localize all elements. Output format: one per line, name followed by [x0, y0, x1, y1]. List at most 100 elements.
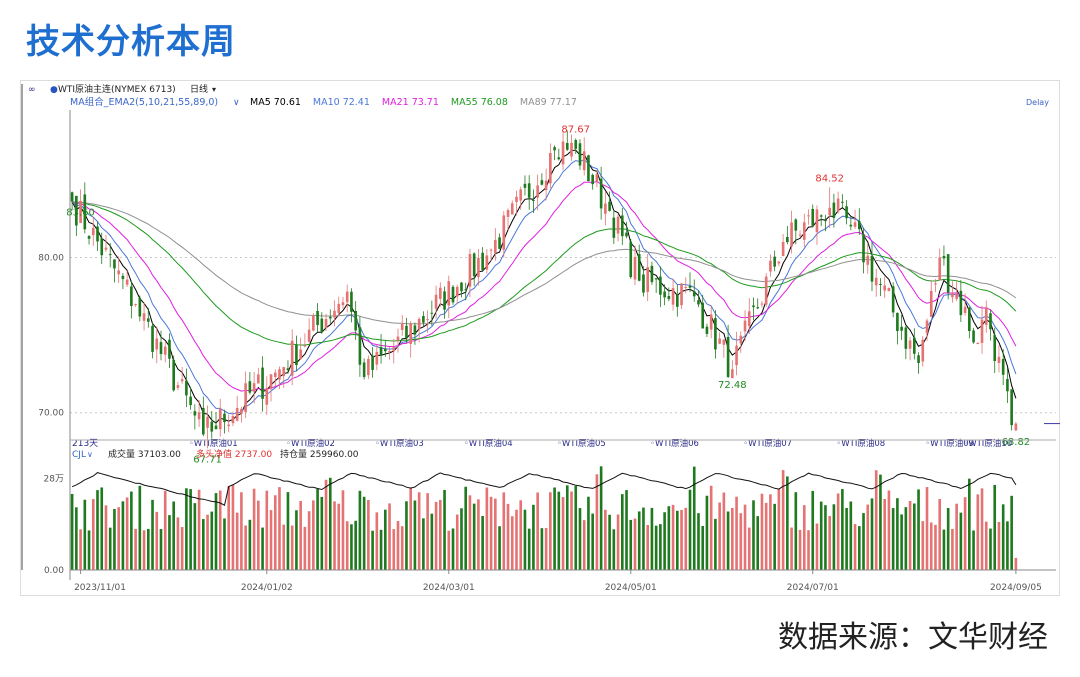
- x-tick-label: 2024/09/05: [990, 583, 1042, 593]
- chevron-down-icon[interactable]: ∨: [233, 98, 240, 108]
- volume-bar: [891, 508, 895, 570]
- candle-body: [629, 241, 633, 278]
- candle-body: [980, 319, 984, 343]
- candle-body: [595, 174, 599, 182]
- candle-body: [849, 224, 853, 227]
- candle-body: [811, 208, 815, 226]
- candle-body: [202, 407, 205, 435]
- volume-bar: [307, 511, 311, 570]
- chevron-down-icon[interactable]: ▾: [212, 85, 216, 94]
- volume-bar: [913, 503, 916, 570]
- chart-toolbar[interactable]: ∞ ● WTI原油主连(NYMEX 6713) 日线 ▾: [28, 83, 216, 95]
- volume-bar: [709, 485, 713, 570]
- chevron-down-icon[interactable]: ∨: [87, 450, 93, 459]
- candle-body: [938, 257, 942, 281]
- candle-body: [70, 192, 74, 202]
- volume-bar: [900, 514, 903, 570]
- volume-bar: [866, 504, 870, 570]
- candle-body: [587, 155, 590, 182]
- volume-bar: [273, 495, 277, 570]
- volume-bar: [206, 514, 209, 570]
- candle-body: [773, 256, 776, 267]
- contract-roll-tag: ◦WTI原油06: [650, 438, 699, 449]
- contract-selector[interactable]: WTI原油主连(NYMEX 6713): [58, 83, 176, 95]
- volume-bar: [841, 489, 844, 570]
- period-selector[interactable]: 日线: [190, 83, 208, 95]
- volume-bar: [257, 500, 260, 570]
- chart-panel[interactable]: ∞ ● WTI原油主连(NYMEX 6713) 日线 ▾ MA组合_EMA2(5…: [20, 80, 1060, 596]
- candle-body: [963, 306, 967, 314]
- volume-bar: [523, 509, 527, 570]
- volume-bar: [663, 512, 666, 570]
- contract-roll-tag: ◦WTI原油01: [189, 438, 238, 449]
- volume-bar: [544, 527, 548, 570]
- candle-body: [887, 288, 891, 292]
- volume-bar: [1014, 557, 1018, 570]
- candle-body: [718, 338, 721, 344]
- candle-body: [375, 351, 379, 365]
- volume-bar: [989, 528, 992, 570]
- volume-bar: [532, 504, 535, 570]
- ma21-line: [71, 181, 1017, 392]
- x-tick-label: 2024/03/01: [423, 583, 475, 593]
- price-extreme-label: 87.67: [561, 124, 590, 135]
- volume-bar: [142, 530, 146, 570]
- volume-bar: [1010, 495, 1013, 570]
- candle-body: [604, 203, 607, 214]
- volume-bar: [815, 523, 819, 570]
- candle-body: [155, 338, 159, 350]
- candle-body: [976, 342, 980, 344]
- candle-body: [997, 356, 1001, 364]
- volume-bar: [265, 490, 269, 570]
- x-tick-label: 2024/07/01: [787, 583, 839, 593]
- volume-bar: [519, 500, 523, 570]
- candle-body: [163, 346, 167, 355]
- volume-bar: [176, 517, 180, 570]
- volume-bar: [312, 500, 315, 570]
- ma-legend-item: MA10 72.41: [313, 97, 370, 108]
- candle-body: [324, 319, 328, 328]
- kline-chart-svg[interactable]: ∞ ● WTI原油主连(NYMEX 6713) 日线 ▾ MA组合_EMA2(5…: [20, 80, 1060, 596]
- link-icon[interactable]: ∞: [28, 85, 36, 95]
- candle-body: [223, 413, 226, 423]
- candle-body: [752, 305, 755, 308]
- volume-bar: [697, 513, 700, 570]
- candle-body: [388, 350, 391, 353]
- candle-body: [210, 421, 214, 432]
- candle-body: [502, 215, 506, 250]
- candle-body: [193, 411, 197, 416]
- volume-bar: [887, 490, 891, 570]
- candle-body: [642, 274, 645, 293]
- volume-bar: [769, 494, 772, 570]
- candle-body: [257, 374, 260, 384]
- volume-bar: [197, 489, 201, 570]
- volume-bar: [896, 498, 899, 570]
- volume-y-tick-label: 0.00: [44, 566, 64, 576]
- volume-bar: [333, 501, 336, 570]
- volume-bar: [439, 499, 442, 570]
- candle-body: [333, 310, 336, 318]
- volume-bar: [214, 493, 218, 570]
- volume-legend: CJL ∨ 成交量 37103.00 多头净值 2737.00 持仓量 2599…: [72, 448, 359, 460]
- candle-body: [684, 287, 688, 289]
- volume-bar: [193, 503, 197, 570]
- candle-body: [959, 290, 963, 316]
- volume-bar: [392, 529, 396, 570]
- candle-body: [993, 335, 997, 361]
- candle-body: [599, 178, 603, 209]
- candle-body: [75, 195, 78, 226]
- candle-body: [265, 387, 269, 405]
- volume-bar: [739, 513, 743, 570]
- volume-bar: [604, 509, 607, 570]
- candle-body: [972, 330, 975, 343]
- volume-bar: [747, 527, 751, 570]
- candle-body: [151, 325, 154, 352]
- price-y-tick-label: 80.00: [38, 253, 64, 263]
- candle-body: [857, 221, 861, 230]
- volume-bar: [811, 490, 815, 570]
- volume-bar: [75, 507, 78, 570]
- volume-bar: [540, 528, 544, 570]
- candle-body: [557, 157, 561, 160]
- volume-bar: [134, 528, 137, 570]
- candle-body: [756, 307, 760, 309]
